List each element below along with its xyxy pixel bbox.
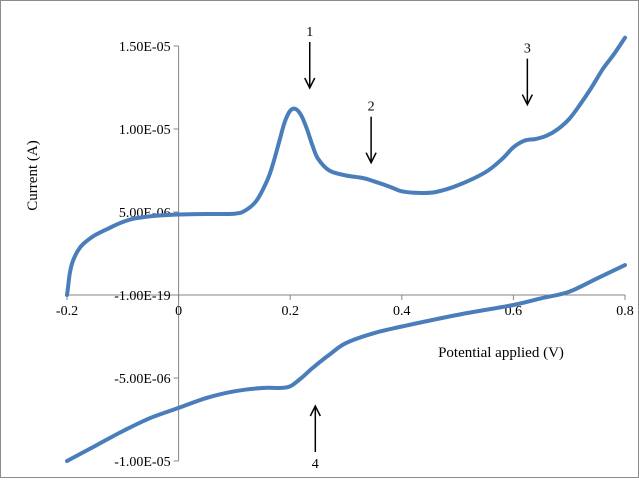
y-axis-title: Current (A) (25, 140, 41, 210)
y-tick-label: -1.00E-19 (114, 289, 170, 304)
y-tick-label: -1.00E-05 (114, 455, 170, 470)
y-tick-label: 1.50E-05 (119, 40, 171, 55)
series-lines (65, 35, 627, 463)
annotation-label: 2 (368, 100, 375, 115)
series-line-upper (65, 35, 627, 297)
annotation-3: 3 (521, 42, 534, 107)
arrowhead-icon (521, 94, 534, 107)
x-tick-label: 0 (175, 304, 182, 319)
annotations: 1 2 3 4 (304, 25, 534, 472)
x-axis-title: Potential applied (V) (438, 345, 564, 361)
x-tick-label: 0.8 (616, 304, 634, 319)
arrowhead-icon (304, 77, 316, 90)
y-tick-label: -5.00E-06 (114, 372, 170, 387)
annotation-1: 1 (304, 25, 316, 90)
y-tick-label: 1.00E-05 (119, 123, 171, 138)
axes (67, 46, 625, 461)
annotation-4: 4 (309, 404, 321, 472)
annotation-2: 2 (365, 100, 377, 165)
arrowhead-icon (309, 404, 321, 417)
x-tick-label: 0.2 (281, 304, 299, 319)
x-tick-label: 0.4 (393, 304, 411, 319)
arrowhead-icon (365, 152, 377, 165)
ticks: 1.50E-051.00E-055.00E-06-1.00E-19-5.00E-… (56, 40, 634, 470)
annotation-label: 4 (312, 457, 319, 472)
x-tick-label: -0.2 (56, 304, 78, 319)
annotation-label: 1 (306, 25, 313, 40)
series-line-lower (65, 263, 627, 463)
annotation-label: 3 (524, 42, 531, 57)
